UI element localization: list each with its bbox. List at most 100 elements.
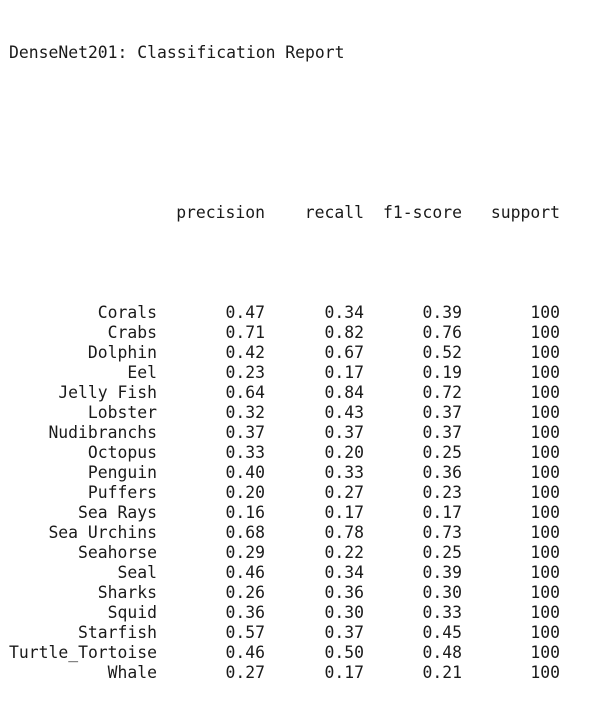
precision-cell: 0.64 — [225, 383, 265, 402]
precision-cell: 0.57 — [225, 623, 265, 642]
recall-cell: 0.17 — [324, 503, 364, 522]
precision-cell: 0.33 — [225, 443, 265, 462]
blank-gap — [9, 103, 560, 143]
recall-cell: 0.34 — [324, 563, 364, 582]
report-row: Sharks 0.26 0.36 0.30 100 — [9, 583, 560, 603]
f1-score-cell: 0.23 — [422, 483, 462, 502]
report-row: Octopus 0.33 0.20 0.25 100 — [9, 443, 560, 463]
recall-cell: 0.67 — [324, 343, 364, 362]
classification-report: DenseNet201: Classification Report preci… — [9, 3, 560, 703]
recall-cell: 0.78 — [324, 523, 364, 542]
recall-cell: 0.82 — [324, 323, 364, 342]
precision-cell: 0.40 — [225, 463, 265, 482]
report-row: Penguin 0.40 0.33 0.36 100 — [9, 463, 560, 483]
class-name-cell: Jelly Fish — [58, 383, 157, 402]
header-precision: precision — [176, 203, 265, 222]
header-f1-score: f1-score — [383, 203, 462, 222]
support-cell: 100 — [530, 463, 560, 482]
header-recall: recall — [304, 203, 364, 222]
support-cell: 100 — [530, 603, 560, 622]
report-row: Seal 0.46 0.34 0.39 100 — [9, 563, 560, 583]
class-name-cell: Sharks — [97, 583, 157, 602]
class-name-cell: Eel — [127, 363, 157, 382]
class-name-cell: Seal — [117, 563, 157, 582]
precision-cell: 0.27 — [225, 663, 265, 682]
support-cell: 100 — [530, 543, 560, 562]
precision-cell: 0.42 — [225, 343, 265, 362]
report-row: Turtle_Tortoise 0.46 0.50 0.48 100 — [9, 643, 560, 663]
recall-cell: 0.20 — [324, 443, 364, 462]
support-cell: 100 — [530, 663, 560, 682]
class-name-cell: Dolphin — [87, 343, 157, 362]
support-cell: 100 — [530, 503, 560, 522]
report-row: Sea Urchins 0.68 0.78 0.73 100 — [9, 523, 560, 543]
precision-cell: 0.16 — [225, 503, 265, 522]
class-name-cell: Sea Rays — [78, 503, 157, 522]
recall-cell: 0.27 — [324, 483, 364, 502]
header-class-spacer — [9, 203, 157, 223]
report-row: Crabs 0.71 0.82 0.76 100 — [9, 323, 560, 343]
precision-cell: 0.37 — [225, 423, 265, 442]
precision-cell: 0.46 — [225, 643, 265, 662]
report-row: Eel 0.23 0.17 0.19 100 — [9, 363, 560, 383]
report-row: Dolphin 0.42 0.67 0.52 100 — [9, 343, 560, 363]
report-header-row: precision recall f1-score support — [9, 203, 560, 223]
support-cell: 100 — [530, 643, 560, 662]
class-name-cell: Nudibranchs — [48, 423, 157, 442]
f1-score-cell: 0.19 — [422, 363, 462, 382]
f1-score-cell: 0.30 — [422, 583, 462, 602]
f1-score-cell: 0.76 — [422, 323, 462, 342]
header-support: support — [490, 203, 560, 222]
class-name-cell: Turtle_Tortoise — [9, 643, 158, 662]
class-name-cell: Whale — [107, 663, 157, 682]
class-name-cell: Crabs — [107, 323, 157, 342]
recall-cell: 0.84 — [324, 383, 364, 402]
recall-cell: 0.36 — [324, 583, 364, 602]
class-name-cell: Sea Urchins — [48, 523, 157, 542]
f1-score-cell: 0.37 — [422, 423, 462, 442]
support-cell: 100 — [530, 343, 560, 362]
precision-cell: 0.29 — [225, 543, 265, 562]
recall-cell: 0.22 — [324, 543, 364, 562]
f1-score-cell: 0.25 — [422, 543, 462, 562]
precision-cell: 0.20 — [225, 483, 265, 502]
support-cell: 100 — [530, 423, 560, 442]
recall-cell: 0.34 — [324, 303, 364, 322]
precision-cell: 0.47 — [225, 303, 265, 322]
support-cell: 100 — [530, 523, 560, 542]
report-row: Whale 0.27 0.17 0.21 100 — [9, 663, 560, 683]
class-name-cell: Lobster — [87, 403, 157, 422]
f1-score-cell: 0.36 — [422, 463, 462, 482]
recall-cell: 0.50 — [324, 643, 364, 662]
class-name-cell: Corals — [97, 303, 157, 322]
recall-cell: 0.33 — [324, 463, 364, 482]
recall-cell: 0.37 — [324, 623, 364, 642]
precision-cell: 0.46 — [225, 563, 265, 582]
support-cell: 100 — [530, 363, 560, 382]
recall-cell: 0.43 — [324, 403, 364, 422]
precision-cell: 0.36 — [225, 603, 265, 622]
f1-score-cell: 0.37 — [422, 403, 462, 422]
f1-score-cell: 0.39 — [422, 303, 462, 322]
f1-score-cell: 0.45 — [422, 623, 462, 642]
class-name-cell: Octopus — [87, 443, 157, 462]
report-row: Seahorse 0.29 0.22 0.25 100 — [9, 543, 560, 563]
report-row: Sea Rays 0.16 0.17 0.17 100 — [9, 503, 560, 523]
precision-cell: 0.23 — [225, 363, 265, 382]
report-row: Corals 0.47 0.34 0.39 100 — [9, 303, 560, 323]
f1-score-cell: 0.48 — [422, 643, 462, 662]
f1-score-cell: 0.73 — [422, 523, 462, 542]
support-cell: 100 — [530, 403, 560, 422]
report-row: Lobster 0.32 0.43 0.37 100 — [9, 403, 560, 423]
support-cell: 100 — [530, 383, 560, 402]
report-row: Squid 0.36 0.30 0.33 100 — [9, 603, 560, 623]
report-row: Nudibranchs 0.37 0.37 0.37 100 — [9, 423, 560, 443]
class-name-cell: Starfish — [78, 623, 157, 642]
recall-cell: 0.30 — [324, 603, 364, 622]
precision-cell: 0.26 — [225, 583, 265, 602]
support-cell: 100 — [530, 443, 560, 462]
f1-score-cell: 0.25 — [422, 443, 462, 462]
class-name-cell: Penguin — [87, 463, 157, 482]
support-cell: 100 — [530, 303, 560, 322]
f1-score-cell: 0.72 — [422, 383, 462, 402]
